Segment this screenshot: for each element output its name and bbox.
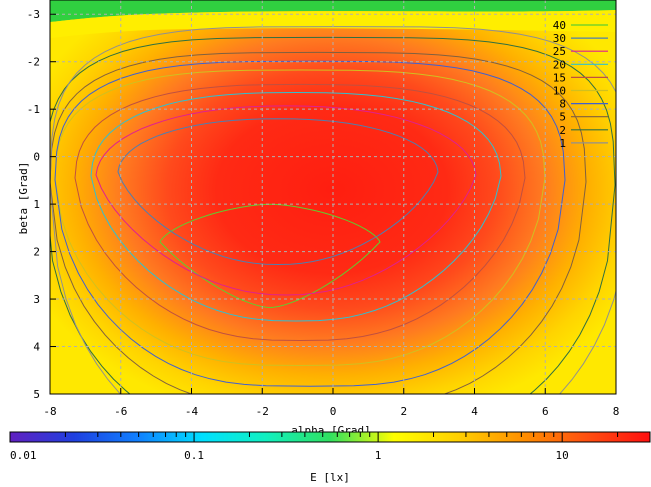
x-tick-label: 6 <box>542 405 549 418</box>
legend-label-25: 25 <box>553 45 566 58</box>
legend-label-40: 40 <box>553 19 566 32</box>
legend-label-10: 10 <box>553 85 566 98</box>
contour-2 <box>50 36 616 394</box>
legend-label-20: 20 <box>553 58 566 71</box>
x-tick-label: -8 <box>43 405 56 418</box>
y-tick-label: -1 <box>27 103 40 116</box>
legend-label-5: 5 <box>559 111 566 124</box>
y-axis-label: beta [Grad] <box>17 162 30 235</box>
colorbar-tick-label: 1 <box>375 449 382 462</box>
colorbar-tick-label: 0.01 <box>10 449 37 462</box>
legend-label-15: 15 <box>553 71 566 84</box>
legend-label-8: 8 <box>559 98 566 111</box>
contour-20 <box>90 91 502 322</box>
plot-area <box>50 0 616 394</box>
colorbar-tick-label: 0.1 <box>184 449 204 462</box>
contour-group <box>50 26 616 394</box>
x-tick-label: -4 <box>185 405 199 418</box>
x-tick-label: -2 <box>256 405 269 418</box>
x-tick-label: 0 <box>330 405 337 418</box>
y-tick-label: 4 <box>33 341 40 354</box>
y-tick-label: 1 <box>33 198 40 211</box>
contour-5 <box>50 51 587 394</box>
contour-1 <box>50 26 616 394</box>
x-tick-label: 8 <box>613 405 620 418</box>
contour-25 <box>95 105 477 296</box>
legend-label-2: 2 <box>559 124 566 137</box>
grid-group <box>50 0 616 394</box>
y-tick-label: -3 <box>27 8 40 21</box>
y-tick-label: 2 <box>33 246 40 259</box>
colorbar-label: E [lx] <box>310 471 350 483</box>
legend-label-30: 30 <box>553 32 566 45</box>
y-tick-label: 5 <box>33 388 40 401</box>
contour-8 <box>54 60 566 387</box>
x-tick-label: 2 <box>400 405 407 418</box>
heatmap-surface <box>50 0 616 394</box>
x-tick-label: 4 <box>471 405 478 418</box>
heatmap-top-band <box>50 0 616 22</box>
contour-40 <box>159 203 381 309</box>
y-tick-label: -2 <box>27 56 40 69</box>
colorbar: 0.01 0.1 1 10 <box>9 431 651 462</box>
legend-label-1: 1 <box>559 137 566 150</box>
contour-30 <box>117 118 439 266</box>
x-tick-label: -6 <box>114 405 127 418</box>
colorbar-tick-label: 10 <box>556 449 569 462</box>
y-tick-label: 3 <box>33 293 40 306</box>
y-tick-label: 0 <box>33 151 40 164</box>
